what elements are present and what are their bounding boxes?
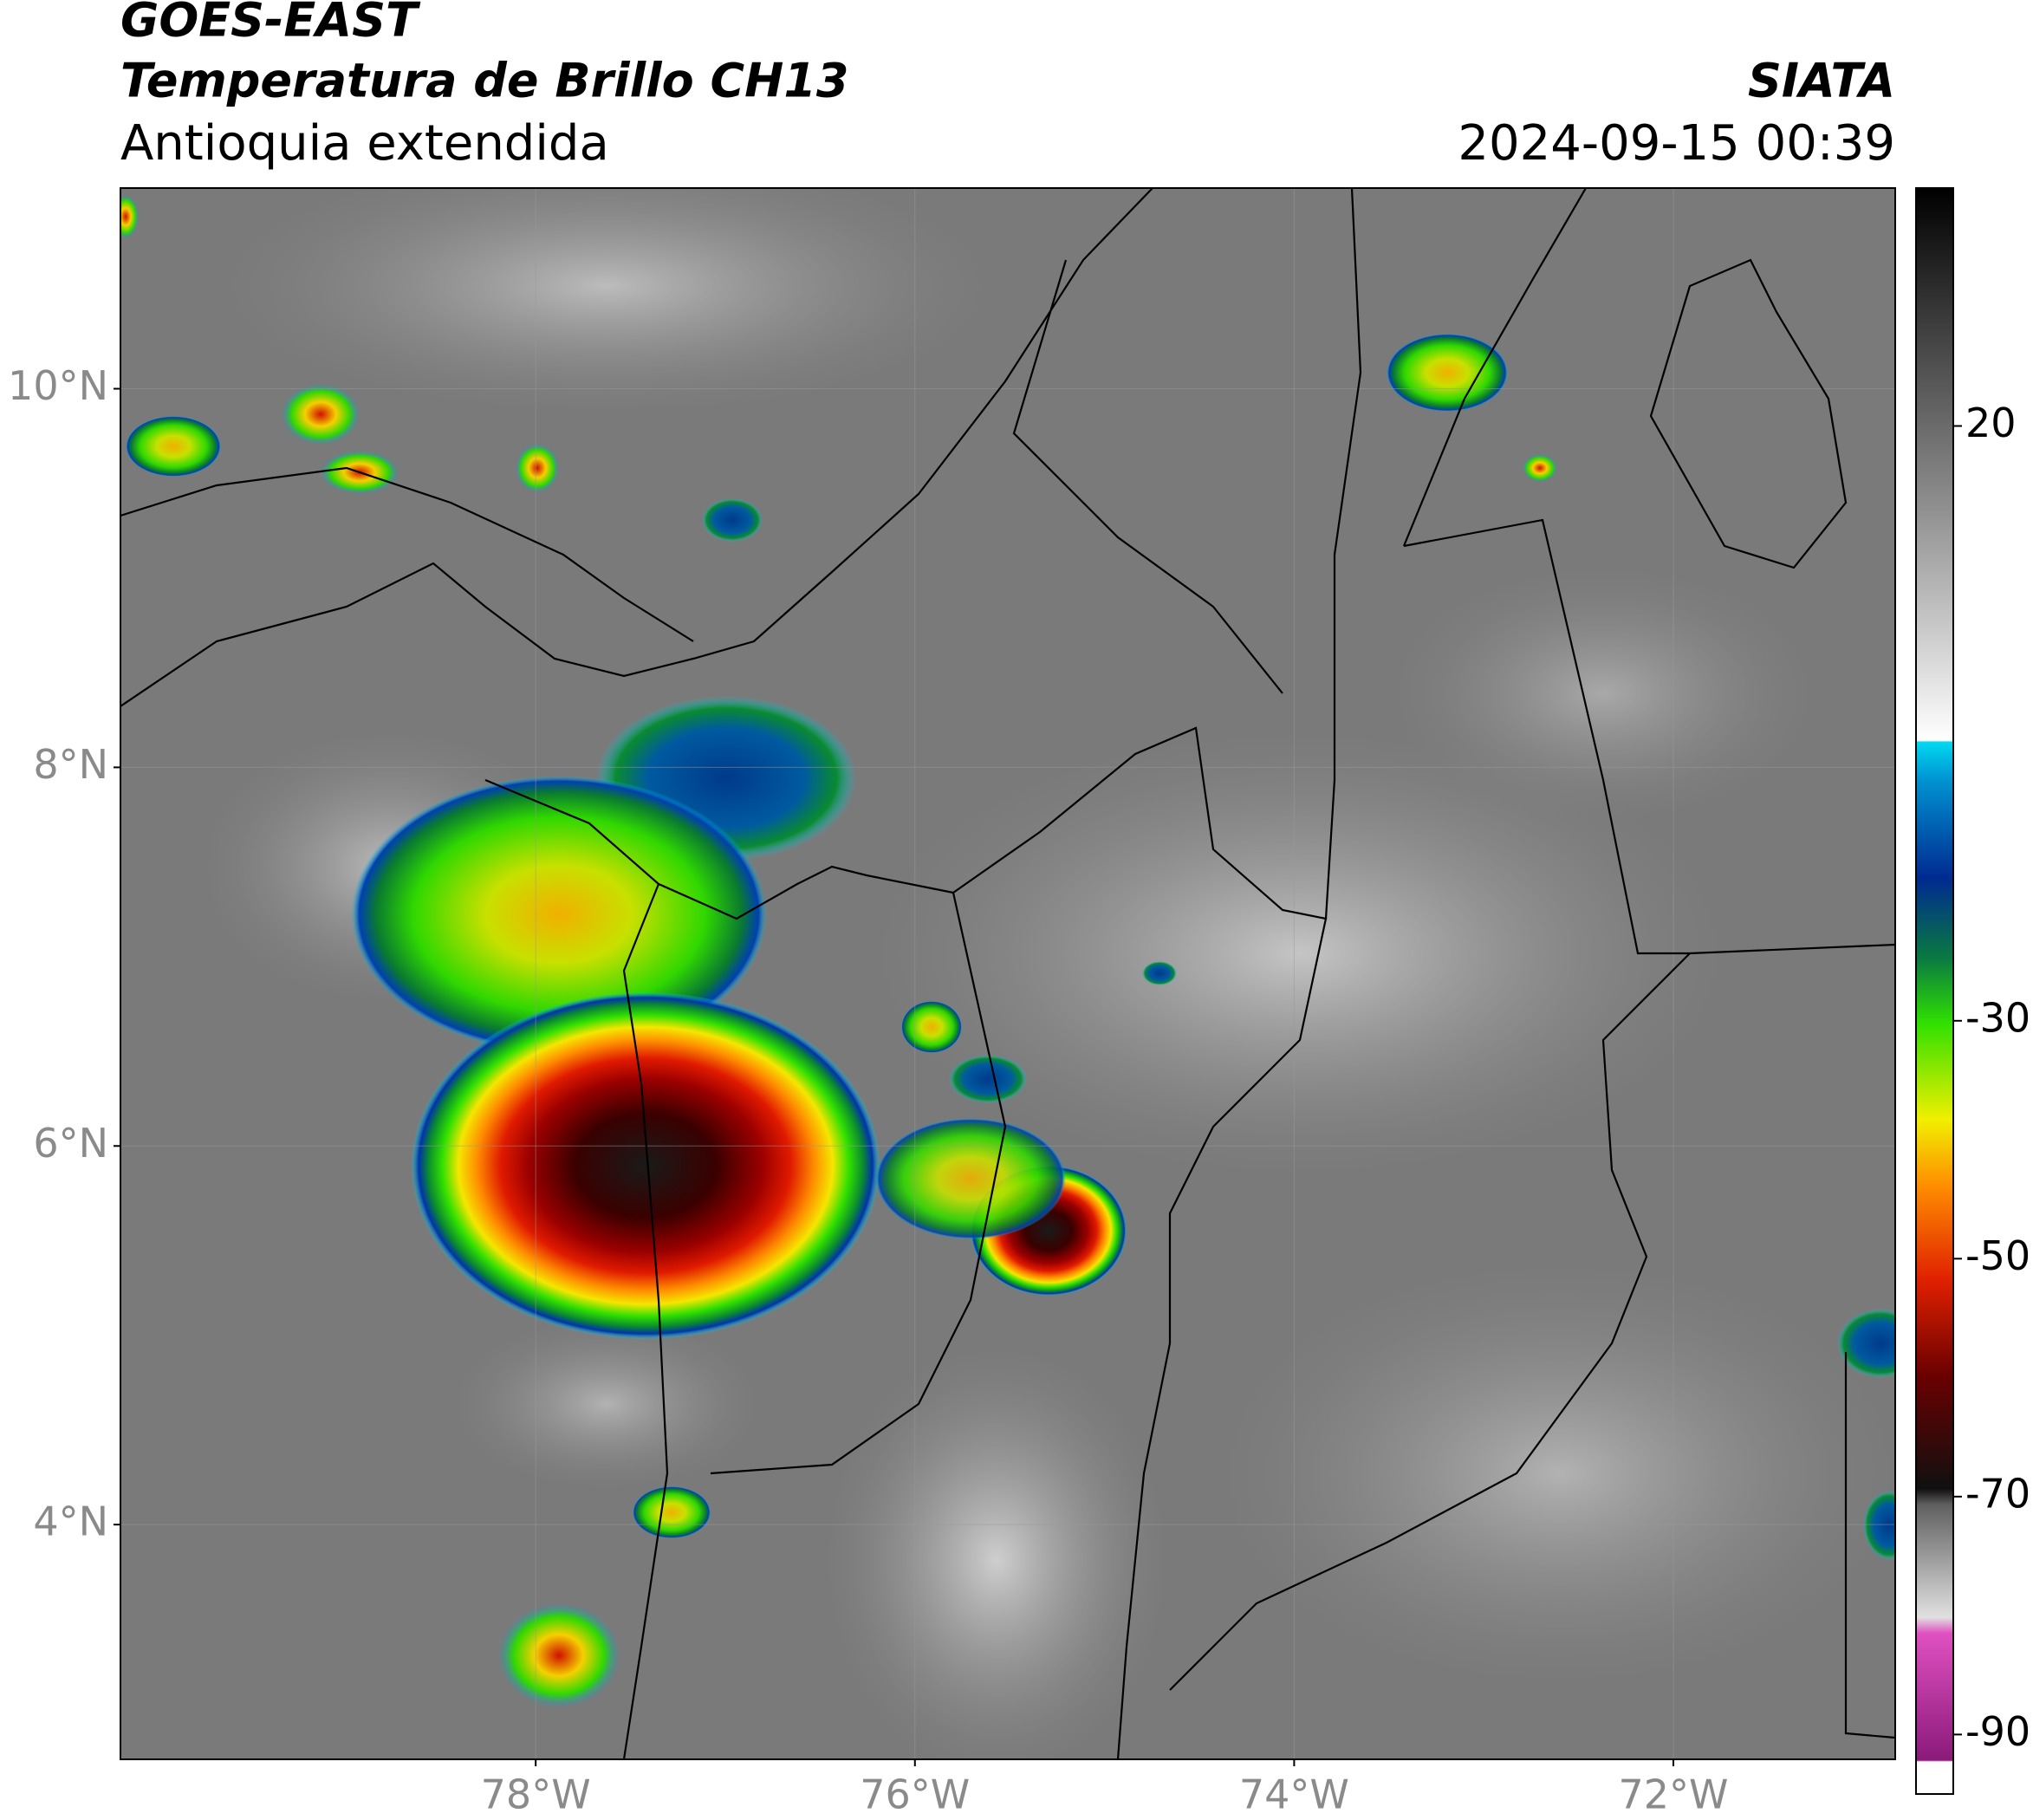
title: GOES-EAST — [120, 0, 421, 48]
border — [1324, 188, 1362, 920]
source: SIATA — [1748, 54, 1895, 108]
border — [1403, 518, 1895, 955]
colorbar-tick-label: -50 — [1965, 1232, 2030, 1279]
border — [484, 778, 954, 920]
border — [1402, 188, 1587, 547]
region: Antioquia extendida — [120, 115, 609, 172]
axes: 78°W 76°W 74°W 72°W 10°N 8°N 6°N 4°N 20 -30 -50 -70… — [8, 362, 2030, 1817]
border — [622, 883, 669, 1759]
y-tick-label: 8°N — [33, 741, 108, 788]
colorbar-tick-label: -30 — [1965, 994, 2030, 1041]
y-tick-label: 4°N — [33, 1498, 108, 1545]
colorbar-tick-label: -70 — [1965, 1470, 2030, 1517]
x-tick-label: 72°W — [1618, 1771, 1728, 1818]
border — [710, 892, 1007, 1475]
satellite-image — [120, 188, 1895, 1759]
subtitle: Temperatura de Brillo CH13 — [120, 54, 849, 108]
border — [1649, 258, 1848, 569]
colorbar-tick-label: 20 — [1965, 400, 2017, 446]
border — [1012, 259, 1283, 694]
graticule — [120, 188, 1895, 1759]
border — [1169, 952, 1691, 1691]
datetime: 2024-09-15 00:39 — [1458, 115, 1895, 172]
y-tick-label: 10°N — [8, 362, 108, 409]
x-tick-label: 78°W — [481, 1771, 591, 1818]
x-tick-label: 76°W — [860, 1771, 970, 1818]
colorbar-tick-label: -90 — [1965, 1708, 2030, 1755]
border — [952, 726, 1328, 1759]
border — [1844, 1352, 1895, 1739]
y-tick-label: 6°N — [33, 1120, 108, 1167]
colorbar — [1915, 187, 1954, 1795]
x-tick-label: 74°W — [1239, 1771, 1349, 1818]
coastline — [120, 466, 694, 642]
coastline — [120, 188, 1153, 707]
map-frame — [120, 187, 1896, 1760]
